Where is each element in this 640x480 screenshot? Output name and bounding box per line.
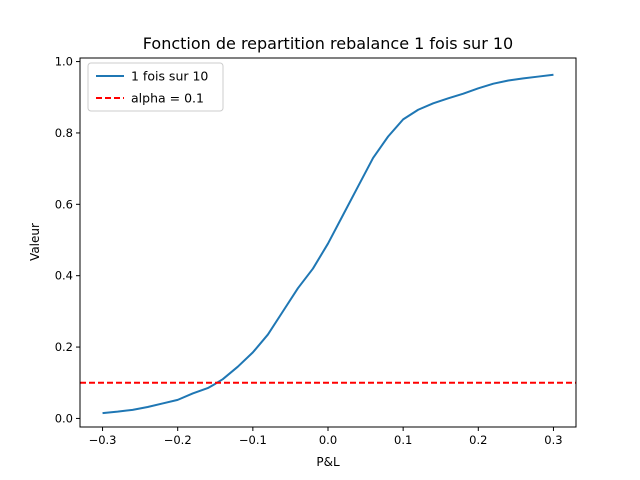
y-tick-label: 0.6	[55, 197, 73, 211]
x-tick-label: 0.3	[544, 433, 562, 447]
y-axis-ticks: 0.0 0.2 0.4 0.6 0.8 1.0	[55, 55, 80, 425]
series-layer	[80, 73, 576, 415]
x-tick-label: 0.2	[469, 433, 487, 447]
legend-label-alpha: alpha = 0.1	[131, 91, 204, 106]
x-tick-label: 0.1	[394, 433, 412, 447]
series-line-1-fois-sur-10	[102, 73, 554, 415]
x-tick-label: −0.2	[164, 433, 192, 447]
x-tick-label: −0.3	[89, 433, 117, 447]
y-axis-label: Valeur	[28, 223, 42, 261]
y-tick-label: 0.8	[55, 126, 73, 140]
x-tick-label: 0.0	[319, 433, 337, 447]
x-axis-label: P&L	[316, 455, 340, 469]
y-tick-label: 0.0	[55, 411, 73, 425]
y-tick-label: 0.2	[55, 340, 73, 354]
legend-label-series: 1 fois sur 10	[131, 69, 208, 84]
legend: 1 fois sur 10 alpha = 0.1	[87, 62, 224, 112]
y-tick-label: 1.0	[55, 55, 73, 69]
chart-title: Fonction de repartition rebalance 1 fois…	[143, 34, 513, 53]
x-axis-ticks: −0.3 −0.2 −0.1 0.0 0.1 0.2 0.3	[89, 427, 563, 447]
y-tick-label: 0.4	[55, 269, 73, 283]
x-tick-label: −0.1	[239, 433, 267, 447]
